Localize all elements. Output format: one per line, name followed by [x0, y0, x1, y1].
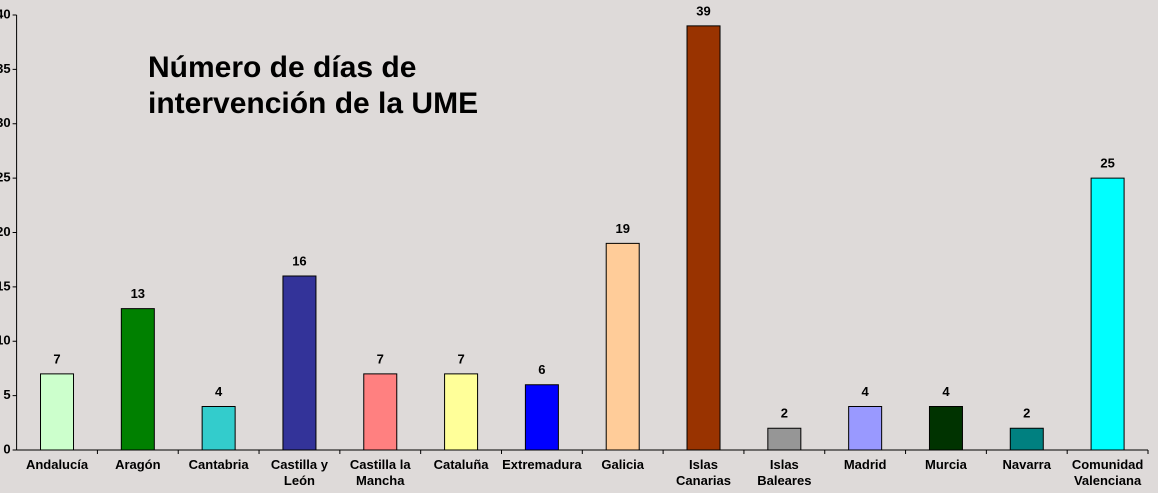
y-tick-label: 10 — [0, 333, 11, 348]
x-tick-label: Madrid — [843, 457, 887, 472]
bar — [1090, 177, 1125, 451]
value-label: 7 — [53, 351, 60, 366]
bar — [363, 373, 398, 451]
value-label: 13 — [131, 286, 145, 301]
x-tick-label: Andalucía — [25, 457, 89, 472]
value-label: 6 — [538, 362, 545, 377]
bar — [120, 308, 155, 451]
bar — [444, 373, 479, 451]
bar — [282, 275, 317, 451]
x-tick-label: Castilla la Mancha — [349, 457, 411, 488]
bar — [928, 406, 963, 451]
x-tick-label: Cataluña — [433, 457, 489, 472]
y-tick-label: 25 — [0, 170, 11, 185]
y-tick-label: 0 — [3, 441, 10, 456]
y-tick-label: 30 — [0, 115, 11, 130]
x-tick-label: Cantabria — [188, 457, 249, 472]
y-tick-label: 40 — [0, 6, 11, 21]
x-tick-label: Galicia — [601, 457, 645, 472]
value-label: 2 — [781, 406, 788, 421]
value-label: 7 — [457, 351, 464, 366]
bar — [201, 406, 236, 451]
bar — [605, 242, 640, 451]
x-tick-label: Castilla y León — [270, 457, 328, 488]
value-label: 16 — [292, 253, 306, 268]
value-label: 39 — [696, 3, 710, 18]
x-tick-label: Navarra — [1002, 457, 1051, 472]
bar — [848, 406, 883, 451]
value-label: 25 — [1100, 156, 1114, 171]
y-tick-label: 20 — [0, 224, 11, 239]
x-tick-label: Islas Canarias — [676, 457, 731, 488]
x-tick-label: Murcia — [925, 457, 967, 472]
value-label: 4 — [862, 384, 870, 399]
x-tick-label: Extremadura — [502, 457, 582, 472]
bar — [686, 25, 721, 451]
value-label: 7 — [377, 351, 384, 366]
value-label: 4 — [215, 384, 223, 399]
bar — [767, 427, 802, 451]
y-tick-label: 15 — [0, 278, 11, 293]
x-tick-label: Islas Baleares — [757, 457, 812, 488]
bar — [40, 373, 75, 451]
bar — [1009, 427, 1044, 451]
y-tick-label: 35 — [0, 61, 11, 76]
bar — [524, 384, 559, 451]
value-label: 19 — [615, 221, 629, 236]
value-label: 2 — [1023, 406, 1030, 421]
y-tick-label: 5 — [3, 387, 10, 402]
value-label: 4 — [942, 384, 950, 399]
chart-title: Número de días de intervención de la UME — [148, 51, 479, 120]
x-tick-label: Comunidad Valenciana — [1071, 457, 1144, 488]
x-tick-label: Aragón — [115, 457, 161, 472]
